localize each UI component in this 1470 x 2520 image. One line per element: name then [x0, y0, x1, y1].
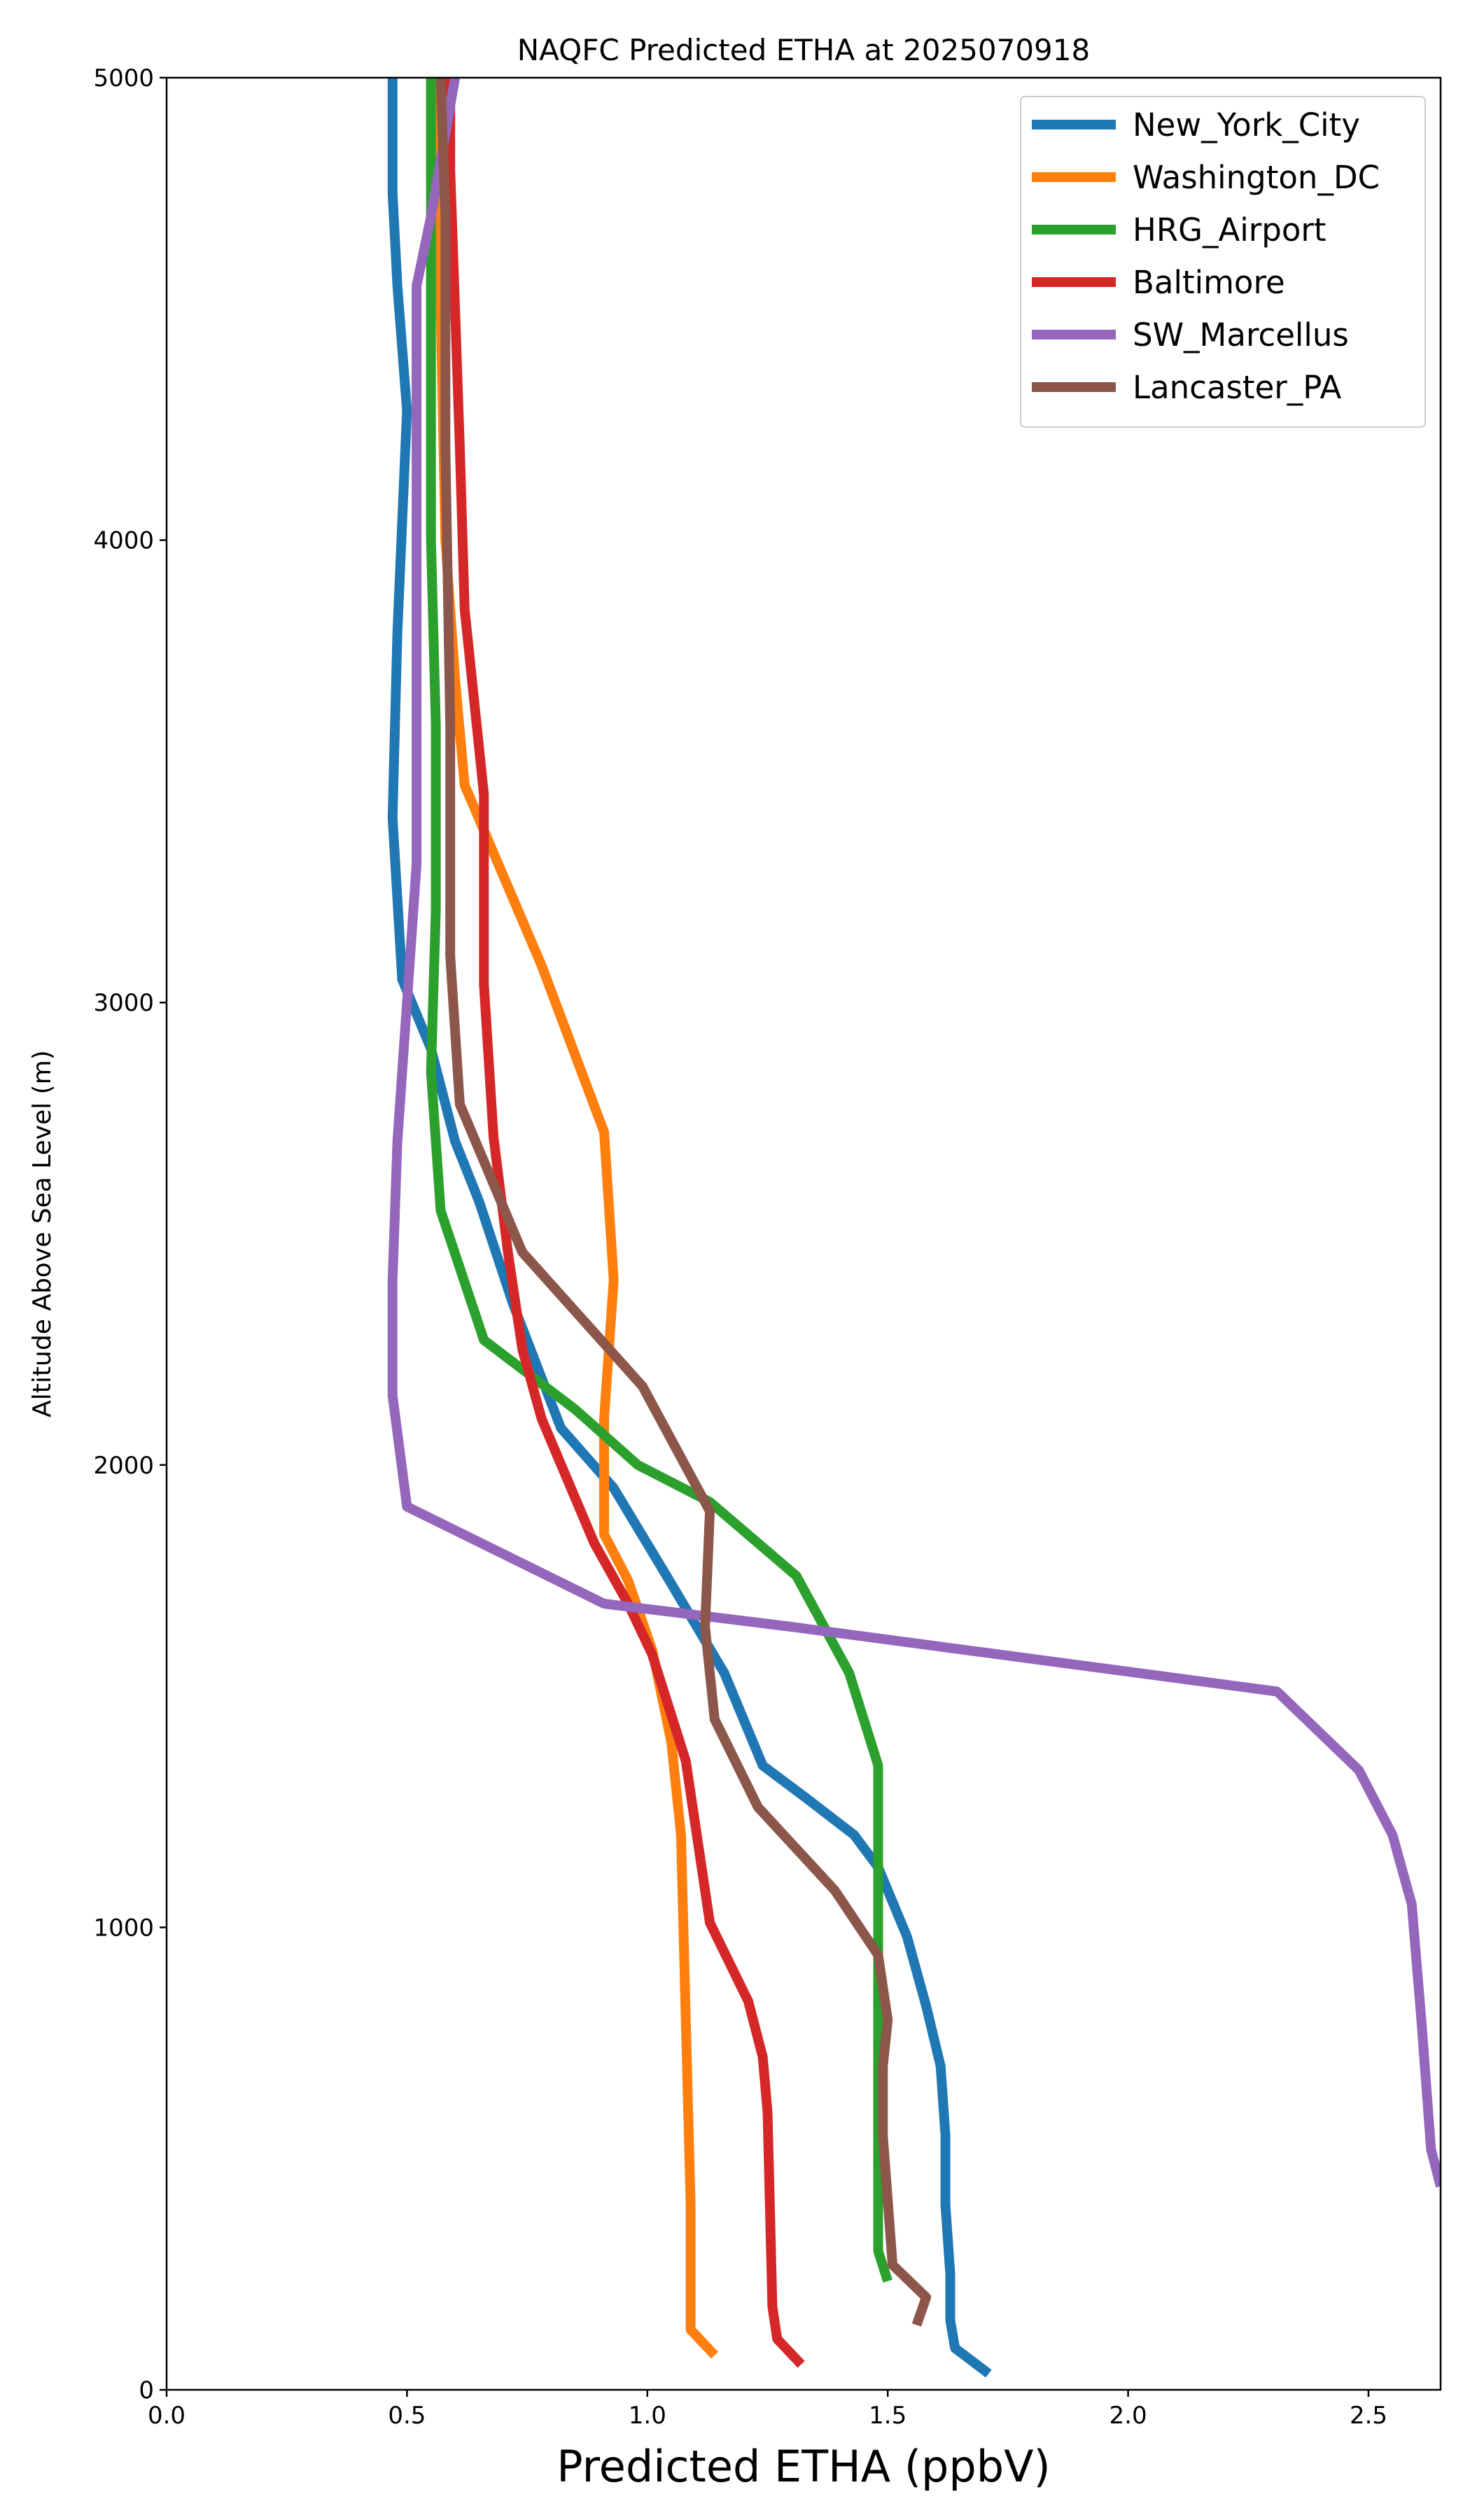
y-axis-label: Altitude Above Sea Level (m)	[28, 1050, 57, 1418]
x-tick-label: 1.0	[629, 2402, 666, 2430]
series-line-washington-dc	[430, 78, 718, 2359]
y-tick-label: 5000	[93, 64, 154, 92]
legend-item: New_York_City	[1032, 106, 1360, 144]
legend-item: Washington_DC	[1032, 159, 1380, 196]
plot-frame	[165, 76, 1442, 2391]
legend-item: SW_Marcellus	[1032, 316, 1349, 354]
x-tick-label: 0.5	[388, 2402, 426, 2430]
legend-item: HRG_Airport	[1032, 211, 1326, 248]
series-line-lancaster-pa	[435, 78, 932, 2327]
y-tick-label: 2000	[93, 1452, 154, 1480]
legend-item: Lancaster_PA	[1032, 369, 1342, 406]
legend-item: Baltimore	[1032, 264, 1285, 301]
legend-items: New_York_City Washington_DC HRG_Airport Bal…	[1032, 106, 1380, 406]
x-tick-label: 1.5	[869, 2402, 906, 2430]
series-line-new-york-city	[387, 78, 992, 2378]
legend-label: HRG_Airport	[1133, 211, 1326, 248]
legend-label: Baltimore	[1133, 264, 1285, 301]
ticks-layer: 0.0 0.5 1.0 1.5 2.0 2.5 0 1000 2000 3000 4000 5000	[93, 64, 1387, 2430]
y-tick-label: 3000	[93, 989, 154, 1017]
legend-box	[1020, 96, 1426, 428]
y-tick-label: 4000	[93, 527, 154, 555]
chart-title: NAQFC Predicted ETHA at 2025070918	[517, 33, 1090, 67]
y-tick-label: 1000	[93, 1914, 154, 1942]
legend: New_York_City Washington_DC HRG_Airport Bal…	[1020, 96, 1426, 428]
x-tick-label: 2.0	[1110, 2402, 1147, 2430]
series-layer	[387, 78, 1441, 2378]
legend-label: Lancaster_PA	[1133, 369, 1342, 406]
legend-label: Washington_DC	[1133, 159, 1380, 196]
y-tick-label: 0	[139, 2376, 154, 2404]
x-tick-label: 0.0	[148, 2402, 186, 2430]
legend-label: New_York_City	[1133, 106, 1360, 144]
x-axis-label: Predicted ETHA (ppbV)	[556, 2441, 1050, 2492]
legend-label: SW_Marcellus	[1133, 316, 1349, 354]
series-line-baltimore	[445, 78, 805, 2368]
series-line-sw-marcellus	[387, 78, 1441, 2188]
x-tick-label: 2.5	[1350, 2402, 1387, 2430]
